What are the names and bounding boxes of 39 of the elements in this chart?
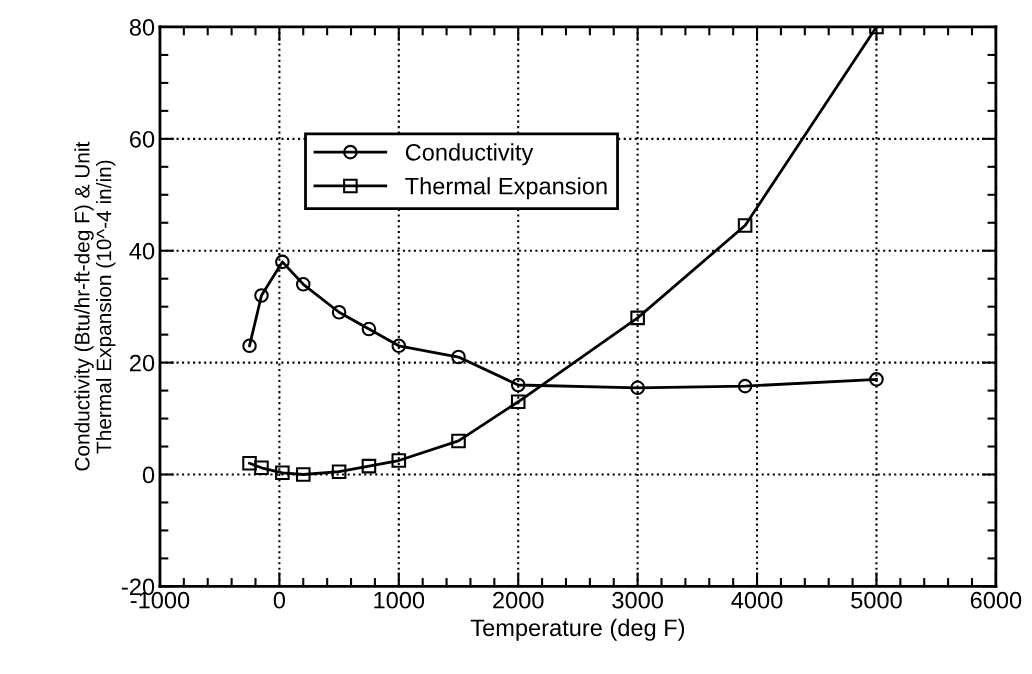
x-axis-title: Temperature (deg F) (470, 618, 685, 641)
point (361, 458, 377, 474)
x-tick-label: 5000 (851, 591, 902, 609)
point (630, 380, 645, 396)
point (391, 453, 407, 468)
point (254, 288, 269, 303)
point (391, 338, 407, 354)
point (275, 465, 290, 481)
point (451, 349, 466, 365)
point (737, 378, 753, 394)
point (630, 310, 645, 326)
legend-label: Conductivity (405, 143, 534, 166)
point (331, 304, 347, 320)
y-tick-label: 20 (130, 354, 155, 372)
point (510, 394, 526, 410)
x-tick-label: 1000 (374, 591, 425, 609)
y-tick-label: 60 (130, 130, 155, 148)
point (242, 338, 257, 354)
point (737, 218, 753, 233)
point (295, 277, 311, 292)
x-tick-label: 0 (273, 591, 286, 609)
point (510, 377, 526, 393)
point (331, 464, 347, 479)
point (242, 456, 257, 471)
y-tick-label: 0 (142, 466, 155, 484)
point (275, 254, 290, 270)
point (451, 433, 466, 449)
point (361, 321, 377, 337)
x-tick-label: 4000 (731, 591, 783, 609)
y-tick-label: 80 (129, 19, 155, 36)
point (295, 467, 311, 482)
y-tick-label: 40 (129, 242, 155, 260)
x-tick-label: 6000 (970, 591, 1022, 609)
point (869, 372, 884, 387)
x-tick-label: 3000 (612, 591, 663, 609)
point (254, 460, 269, 476)
x-tick-label: 2000 (493, 591, 544, 609)
y-axis-title: Conductivity (Btu/hr-ft-deg F) & Unit Thermal Expansion (10^-4 in/in) (74, 141, 116, 471)
legend-label: Thermal Expansion (405, 177, 607, 200)
